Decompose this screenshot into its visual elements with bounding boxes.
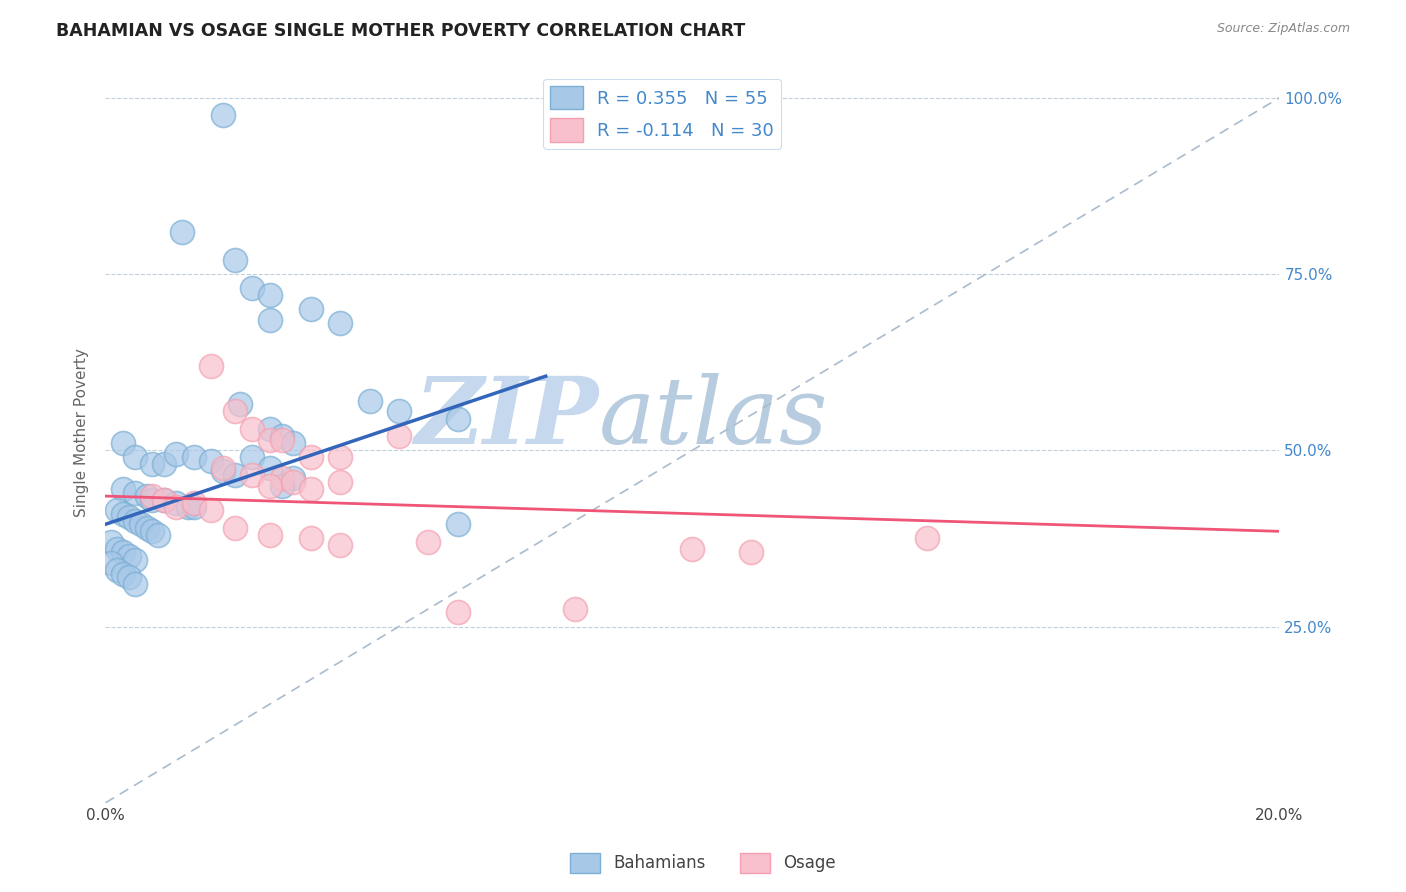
- Point: [118, 570, 141, 584]
- Point: [224, 404, 246, 418]
- Point: [141, 458, 163, 472]
- Point: [118, 549, 141, 563]
- Point: [165, 500, 187, 514]
- Point: [240, 450, 263, 465]
- Point: [270, 429, 292, 443]
- Point: [105, 503, 128, 517]
- Point: [211, 464, 233, 478]
- Point: [329, 316, 352, 330]
- Point: [270, 478, 292, 492]
- Point: [259, 433, 281, 447]
- Point: [917, 532, 939, 546]
- Point: [100, 535, 122, 549]
- Legend: Bahamians, Osage: Bahamians, Osage: [564, 847, 842, 880]
- Point: [112, 436, 135, 450]
- Point: [259, 288, 281, 302]
- Point: [176, 500, 198, 514]
- Point: [153, 492, 176, 507]
- Point: [283, 475, 305, 489]
- Point: [299, 532, 322, 546]
- Point: [105, 563, 128, 577]
- Point: [200, 359, 222, 373]
- Point: [564, 602, 586, 616]
- Point: [270, 433, 292, 447]
- Point: [112, 566, 135, 581]
- Point: [170, 225, 193, 239]
- Point: [135, 489, 157, 503]
- Point: [112, 507, 135, 521]
- Point: [240, 422, 263, 436]
- Point: [124, 450, 146, 465]
- Point: [141, 492, 163, 507]
- Point: [183, 500, 205, 514]
- Point: [200, 503, 222, 517]
- Point: [240, 467, 263, 482]
- Y-axis label: Single Mother Poverty: Single Mother Poverty: [75, 348, 90, 517]
- Point: [329, 450, 352, 465]
- Point: [105, 541, 128, 556]
- Point: [388, 429, 411, 443]
- Point: [446, 411, 468, 425]
- Point: [740, 545, 762, 559]
- Point: [259, 478, 281, 492]
- Point: [388, 404, 411, 418]
- Point: [229, 397, 252, 411]
- Point: [283, 436, 305, 450]
- Point: [446, 606, 468, 620]
- Point: [446, 517, 468, 532]
- Point: [224, 521, 246, 535]
- Point: [259, 422, 281, 436]
- Point: [135, 521, 157, 535]
- Point: [299, 450, 322, 465]
- Point: [124, 485, 146, 500]
- Point: [153, 492, 176, 507]
- Point: [124, 514, 146, 528]
- Point: [329, 538, 352, 552]
- Legend: R = 0.355   N = 55, R = -0.114   N = 30: R = 0.355 N = 55, R = -0.114 N = 30: [543, 78, 782, 149]
- Point: [129, 517, 152, 532]
- Point: [259, 528, 281, 542]
- Point: [299, 482, 322, 496]
- Point: [112, 482, 135, 496]
- Point: [200, 454, 222, 468]
- Point: [118, 510, 141, 524]
- Point: [112, 545, 135, 559]
- Point: [240, 281, 263, 295]
- Point: [299, 302, 322, 317]
- Point: [418, 535, 440, 549]
- Point: [270, 471, 292, 485]
- Point: [224, 252, 246, 267]
- Point: [100, 556, 122, 570]
- Point: [211, 461, 233, 475]
- Text: Source: ZipAtlas.com: Source: ZipAtlas.com: [1216, 22, 1350, 36]
- Point: [211, 108, 233, 122]
- Point: [141, 524, 163, 539]
- Point: [682, 541, 704, 556]
- Point: [224, 467, 246, 482]
- Point: [153, 458, 176, 472]
- Point: [148, 528, 170, 542]
- Text: BAHAMIAN VS OSAGE SINGLE MOTHER POVERTY CORRELATION CHART: BAHAMIAN VS OSAGE SINGLE MOTHER POVERTY …: [56, 22, 745, 40]
- Text: ZIP: ZIP: [415, 373, 599, 463]
- Point: [259, 461, 281, 475]
- Point: [359, 393, 381, 408]
- Point: [124, 552, 146, 566]
- Point: [183, 450, 205, 465]
- Point: [259, 313, 281, 327]
- Point: [329, 475, 352, 489]
- Point: [141, 489, 163, 503]
- Point: [165, 496, 187, 510]
- Point: [183, 496, 205, 510]
- Point: [283, 471, 305, 485]
- Text: atlas: atlas: [599, 373, 828, 463]
- Point: [165, 447, 187, 461]
- Point: [124, 577, 146, 591]
